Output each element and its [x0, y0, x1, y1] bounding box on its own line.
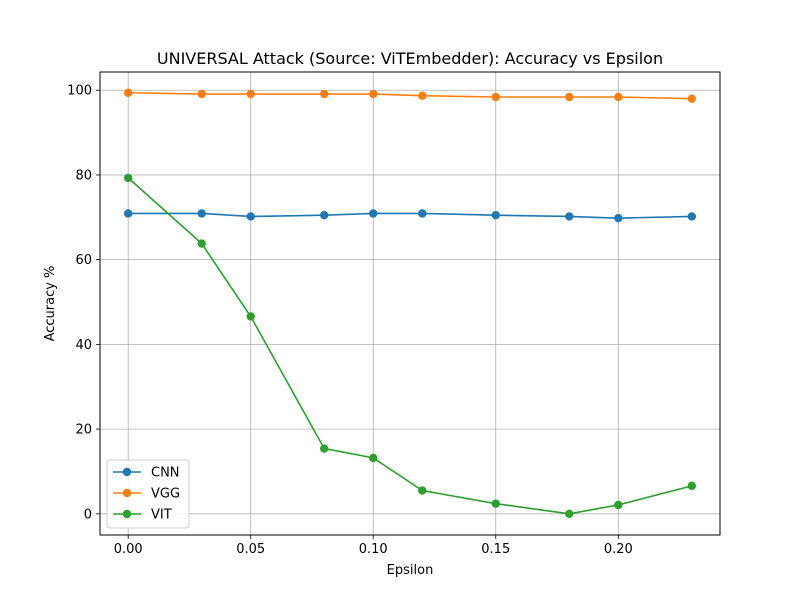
data-point-cnn — [320, 210, 329, 220]
data-point-vit — [369, 453, 378, 463]
data-point-cnn — [123, 209, 133, 218]
y-tick-label: 80 — [75, 168, 92, 183]
data-point-vit — [614, 500, 623, 510]
data-point-cnn — [614, 213, 623, 223]
data-point-vit — [123, 173, 133, 183]
data-point-vit — [491, 499, 500, 508]
x-tick-label: 0.00 — [114, 542, 143, 557]
legend-marker-vit — [122, 509, 132, 519]
data-point-cnn — [197, 209, 206, 218]
data-point-vit — [320, 444, 329, 453]
data-point-vgg — [246, 89, 255, 99]
data-point-vgg — [687, 94, 697, 103]
y-tick-label: 40 — [75, 338, 92, 353]
series-line-vgg — [128, 91, 692, 100]
data-point-vgg — [369, 89, 378, 99]
data-point-vit — [418, 486, 427, 495]
legend-marker-vgg — [122, 488, 132, 498]
x-tick-label: 0.10 — [359, 542, 388, 557]
y-axis-label: Accuracy % — [43, 266, 58, 342]
legend-label-vit: VIT — [151, 508, 172, 523]
data-point-cnn — [246, 212, 255, 221]
data-point-vit — [246, 312, 255, 321]
series-layer — [123, 88, 697, 519]
data-point-cnn — [491, 210, 500, 220]
legend-marker-cnn — [122, 467, 132, 477]
axis-ticks: 0.00 0.05 0.10 0.15 0.20 0 20 40 60 80 100 — [67, 84, 633, 557]
data-point-vgg — [197, 89, 206, 99]
data-point-vgg — [565, 92, 574, 102]
y-tick-label: 0 — [84, 507, 92, 522]
legend-label-cnn: CNN — [151, 466, 180, 481]
data-point-vgg — [614, 92, 623, 102]
data-point-vgg — [320, 89, 329, 99]
data-point-cnn — [369, 209, 378, 218]
legend: CNN VGG VIT — [106, 459, 190, 529]
data-point-cnn — [565, 212, 574, 221]
data-point-vit — [197, 239, 206, 248]
data-point-cnn — [418, 209, 427, 218]
chart-title: UNIVERSAL Attack (Source: ViTEmbedder): … — [157, 49, 663, 68]
data-point-vit — [687, 481, 697, 491]
data-point-vgg — [123, 88, 133, 97]
data-point-cnn — [687, 212, 697, 221]
x-axis-label: Epsilon — [387, 563, 434, 578]
y-tick-label: 60 — [75, 253, 92, 268]
plot-frame — [99, 71, 721, 536]
data-point-vgg — [491, 92, 500, 102]
x-tick-label: 0.05 — [236, 542, 265, 557]
series-line-cnn — [128, 212, 692, 219]
grid-lines — [100, 72, 720, 535]
y-tick-label: 20 — [75, 423, 92, 438]
series-line-vit — [127, 177, 693, 515]
data-point-vgg — [418, 91, 427, 100]
x-tick-label: 0.15 — [481, 542, 510, 557]
y-tick-label: 100 — [67, 84, 92, 99]
x-tick-label: 0.20 — [604, 542, 633, 557]
data-point-vit — [565, 509, 574, 519]
legend-label-vgg: VGG — [151, 487, 180, 502]
